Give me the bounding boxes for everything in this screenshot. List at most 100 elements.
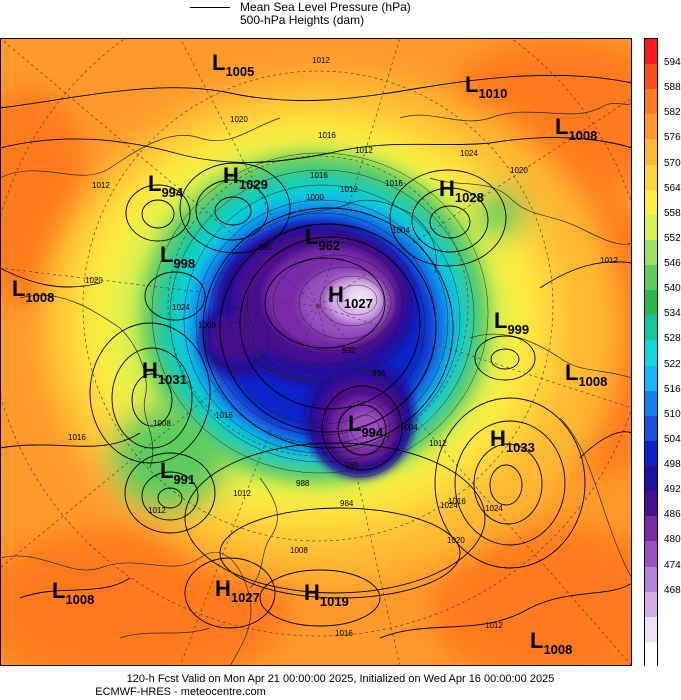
isobar-label: 1012 [312, 56, 330, 65]
colorbar-tick-label: 492 [664, 484, 681, 496]
isobar-label: 1020 [447, 536, 465, 545]
isobar-label: 1008 [153, 419, 171, 428]
legend-mslp-label: Mean Sea Level Pressure (hPa) [240, 0, 411, 14]
isobar-label: 1012 [340, 185, 358, 194]
colorbar-tick-label: 552 [664, 232, 681, 244]
colorbar-tick-label: 474 [664, 559, 681, 571]
colorbar-tick-label: 486 [664, 509, 681, 521]
low-pressure-marker: L994 [348, 411, 384, 440]
graticule-layer [0, 38, 632, 666]
colorbar-tick-label: 528 [664, 333, 681, 345]
isobar-label: 1016 [318, 131, 336, 140]
pressure-system-layer: L1005 L1010 L1008 L994 H1029 H1028 L962 … [12, 50, 607, 657]
low-pressure-marker: L1010 [465, 72, 507, 101]
colorbar-tick-label: 522 [664, 358, 681, 370]
colorbar-cell [645, 440, 657, 467]
isobar-label: 1008 [198, 321, 216, 330]
coastline-layer [0, 102, 632, 666]
colorbar-tick-label: 540 [664, 283, 681, 295]
plot-legend: Mean Sea Level Pressure (hPa) 500-hPa He… [190, 0, 490, 30]
isobar-label: 1020 [230, 115, 248, 124]
colorbar-cell [645, 390, 657, 417]
legend-line-swatch [190, 6, 230, 8]
colorbar-tick-label: 516 [664, 383, 681, 395]
high-pressure-marker: H1029 [223, 163, 268, 192]
colorbar-cell [645, 566, 657, 593]
isobar-label: 1012 [429, 439, 447, 448]
low-pressure-marker: L962 [305, 224, 340, 253]
high-pressure-marker: H1028 [439, 176, 484, 205]
isobar-label: 1016 [68, 433, 86, 442]
isobar-label: 1024 [440, 501, 458, 510]
isobar-label: 992 [342, 346, 356, 355]
isobar-label: 1024 [485, 504, 503, 513]
legend-heights-label: 500-hPa Heights (dam) [240, 13, 365, 27]
colorbar-tick-label: 504 [664, 433, 681, 445]
colorbar-tick-label: 588 [664, 82, 681, 94]
credit-caption: ECMWF-HRES - meteocentre.com [95, 686, 266, 698]
colorbar-cell [645, 164, 657, 191]
map-frame [0, 38, 632, 666]
low-pressure-marker: L1008 [565, 360, 607, 389]
legend-mslp: Mean Sea Level Pressure (hPa) [190, 0, 411, 14]
colorbar-cell [645, 365, 657, 392]
isobar-label: 1008 [290, 546, 308, 555]
isobar-label: 1012 [600, 256, 618, 265]
colorbar-cell [645, 114, 657, 140]
isobar-label: 1004 [400, 423, 418, 432]
colorbar-cell [645, 189, 657, 216]
high-pressure-marker: H1019 [304, 580, 349, 609]
isobar-label: 1000 [306, 193, 324, 202]
high-pressure-marker: H1033 [490, 426, 535, 455]
legend-heights: 500-hPa Heights (dam) [190, 13, 364, 27]
colorbar-tick-label: 558 [664, 207, 681, 219]
isobar-label: 1016 [385, 179, 403, 188]
colorbar-cell [645, 641, 657, 668]
isobar-label: 1012 [233, 489, 251, 498]
low-pressure-marker: L1008 [530, 628, 572, 657]
colorbar-tick-label: 582 [664, 107, 681, 119]
colorbar-tick-label: 576 [664, 132, 681, 144]
colorbar-cell [645, 265, 657, 291]
isobar-layer [0, 74, 632, 639]
low-pressure-marker: L994 [148, 171, 184, 200]
colorbar-cell [645, 315, 657, 341]
colorbar-tick-label: 498 [664, 459, 681, 471]
forecast-valid-caption: 120-h Fcst Valid on Mon Apr 21 00:00:00 … [126, 673, 555, 685]
colorbar-cell [645, 214, 657, 241]
colorbar-cell [645, 516, 657, 542]
high-pressure-marker: H1031 [142, 358, 187, 387]
colorbar-tick-label: 570 [664, 157, 681, 169]
isobar-label: 1012 [485, 621, 503, 630]
colorbar-cell [645, 64, 657, 90]
colorbar-cell [645, 591, 657, 618]
low-pressure-marker: L991 [160, 458, 195, 487]
legend-blank-swatch [190, 20, 230, 21]
low-pressure-marker: L1008 [12, 276, 54, 305]
colorbar-cell [645, 541, 657, 567]
isobar-label: 1016 [310, 171, 328, 180]
isobar-label: 1016 [335, 629, 353, 638]
isobar-label: 1012 [148, 506, 166, 515]
isobar-label: 1004 [392, 226, 410, 235]
low-pressure-marker: L998 [160, 242, 195, 271]
low-pressure-marker: L999 [494, 308, 529, 337]
isobar-label: 1016 [448, 497, 466, 506]
high-pressure-marker: H1027 [328, 282, 373, 311]
isobar-label: 988 [296, 479, 310, 488]
colorbar-cell [645, 340, 657, 367]
low-pressure-marker: L1008 [555, 114, 597, 143]
colorbar-cell [645, 89, 657, 115]
colorbar-cell [645, 39, 657, 65]
colorbar-tick-label: 480 [664, 534, 681, 546]
colorbar-cell [645, 616, 657, 643]
colorbar-cell [645, 290, 657, 316]
colorbar-tick-label: 594 [664, 57, 681, 69]
isobar-label: 1012 [355, 146, 373, 155]
isobar-label: 1020 [85, 276, 103, 285]
colorbar-tick-label: 534 [664, 308, 681, 320]
weather-map: 1012 1020 1016 1012 1024 1020 1012 1016 … [0, 38, 632, 666]
height-fill-layer [0, 38, 632, 666]
isobar-label: 980 [258, 243, 272, 252]
colorbar-cell [645, 415, 657, 442]
